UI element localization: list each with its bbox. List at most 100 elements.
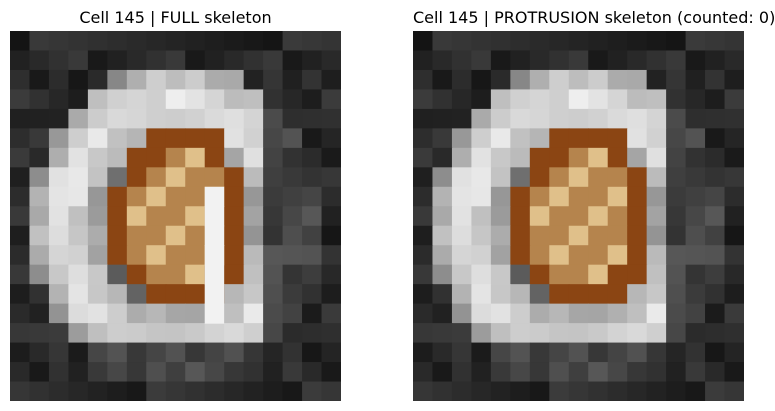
pixel [126, 245, 147, 266]
pixel [146, 303, 167, 324]
pixel [204, 323, 225, 344]
pixel [413, 381, 434, 401]
pixel [302, 108, 323, 129]
pixel [87, 147, 108, 168]
protrusion-skeleton-image [413, 31, 744, 401]
pixel [10, 69, 31, 91]
pixel [263, 264, 284, 285]
pixel [126, 89, 147, 110]
pixel [724, 225, 744, 246]
pixel [549, 167, 570, 188]
pixel [588, 108, 609, 129]
pixel [666, 225, 687, 246]
pixel [549, 108, 570, 129]
pixel [724, 147, 744, 168]
pixel [146, 89, 167, 110]
pixel [549, 186, 570, 207]
pixel [568, 323, 589, 344]
pixel [588, 284, 609, 305]
panel-title-protrusion: Cell 145 | PROTRUSION skeleton (counted:… [413, 8, 775, 27]
pixel [321, 206, 341, 227]
pixel [185, 147, 206, 168]
pixel [302, 89, 323, 110]
pixel [146, 108, 167, 129]
pixel [607, 50, 628, 71]
pixel [302, 31, 323, 52]
pixel [107, 264, 128, 285]
pixel [185, 225, 206, 246]
pixel [666, 50, 687, 71]
pixel [48, 284, 70, 305]
pixel [588, 69, 609, 91]
pixel [490, 323, 511, 344]
pixel [282, 167, 303, 188]
pixel [627, 186, 648, 207]
pixel [10, 50, 31, 71]
pixel [185, 206, 206, 227]
pixel [10, 381, 31, 401]
pixel [510, 381, 531, 401]
pixel [471, 108, 492, 129]
pixel [204, 167, 225, 188]
pixel [126, 303, 147, 324]
pixel [321, 186, 341, 207]
pixel [146, 147, 167, 168]
pixel [685, 362, 706, 383]
skeleton-pixel [204, 206, 225, 227]
pixel [666, 186, 687, 207]
pixel [10, 264, 31, 285]
pixel [302, 362, 323, 383]
pixel [48, 69, 70, 91]
pixel [165, 342, 186, 363]
pixel [107, 147, 128, 168]
pixel [185, 186, 206, 207]
pixel [29, 303, 50, 324]
pixel [185, 303, 206, 324]
pixel [685, 323, 706, 344]
pixel [646, 186, 667, 207]
pixel [607, 147, 628, 168]
pixel [471, 225, 492, 246]
pixel [705, 108, 726, 129]
pixel [705, 284, 726, 305]
pixel [627, 167, 648, 188]
pixel [224, 186, 245, 207]
pixel [646, 108, 667, 129]
pixel [685, 381, 706, 401]
pixel [646, 323, 667, 344]
pixel [666, 284, 687, 305]
pixel [29, 264, 50, 285]
pixel [29, 342, 50, 363]
pixel [490, 69, 511, 91]
pixel [490, 342, 511, 363]
pixel [282, 245, 303, 266]
pixel [646, 167, 667, 188]
pixel [627, 31, 648, 52]
pixel [724, 264, 744, 285]
pixel [568, 108, 589, 129]
pixel [432, 50, 453, 71]
pixel [146, 206, 167, 227]
pixel [29, 128, 50, 149]
pixel [627, 284, 648, 305]
pixel [413, 186, 434, 207]
pixel [705, 206, 726, 227]
pixel [185, 128, 206, 149]
pixel [413, 128, 434, 149]
pixel [282, 362, 303, 383]
pixel [549, 381, 570, 401]
pixel [549, 225, 570, 246]
pixel [451, 362, 473, 383]
pixel [471, 147, 492, 168]
pixel [243, 342, 264, 363]
pixel [705, 69, 726, 91]
pixel [685, 342, 706, 363]
pixel [29, 284, 50, 305]
pixel [510, 186, 531, 207]
pixel [529, 264, 550, 285]
pixel [413, 147, 434, 168]
pixel [146, 167, 167, 188]
pixel [413, 362, 434, 383]
pixel [165, 147, 186, 168]
pixel [146, 264, 167, 285]
